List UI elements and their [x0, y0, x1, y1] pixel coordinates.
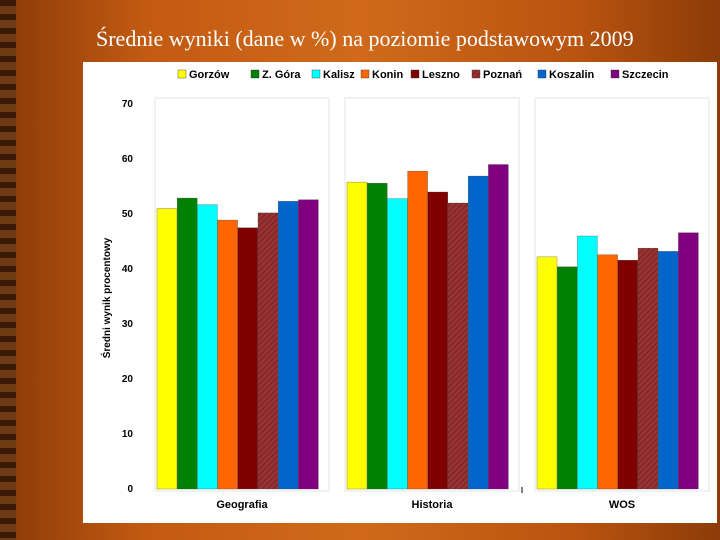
bar	[298, 199, 319, 490]
bar	[257, 212, 279, 490]
legend-label: Leszno	[422, 69, 460, 81]
bar	[427, 191, 448, 490]
film-strip-border	[0, 0, 16, 540]
bar	[617, 260, 638, 490]
bar	[177, 197, 198, 490]
bar	[536, 256, 558, 490]
x-category-label: WOS	[609, 499, 635, 511]
group-panel	[154, 97, 330, 492]
y-axis: 0 10 20 30 40 50 60 70	[122, 99, 134, 495]
y-tick-label: 50	[122, 209, 134, 220]
group-panel	[344, 97, 520, 492]
bars	[154, 97, 710, 492]
bar	[156, 208, 178, 490]
chart-panel: Gorzów Z. Góra Kalisz Konin Leszno Poznań Kosz…	[83, 62, 717, 523]
legend-label: Szczecin	[622, 69, 669, 81]
y-axis-label: Średni wynik procentowy	[100, 237, 113, 358]
y-tick-label: 60	[122, 154, 134, 165]
bar	[278, 201, 299, 490]
bar	[637, 247, 659, 490]
legend-label: Z. Góra	[262, 69, 301, 81]
legend-swatch	[610, 69, 620, 79]
legend-label: Gorzów	[189, 69, 230, 81]
bar	[447, 202, 469, 490]
legend-swatch	[471, 69, 481, 79]
x-category-label: Historia	[412, 499, 454, 511]
bar	[488, 164, 509, 490]
y-tick-label: 20	[122, 374, 134, 385]
y-tick-label: 70	[122, 99, 134, 110]
bar	[197, 204, 218, 490]
x-axis: Geografia Historia WOS	[216, 487, 635, 511]
bar	[346, 181, 368, 490]
bar	[407, 170, 428, 490]
bar	[237, 227, 258, 490]
bar	[678, 232, 699, 490]
bar-chart: Gorzów Z. Góra Kalisz Konin Leszno Poznań Kosz…	[100, 69, 710, 511]
y-tick-label: 0	[127, 484, 133, 495]
legend-label: Poznań	[483, 69, 522, 81]
legend-label: Kalisz	[323, 69, 355, 81]
legend-swatch	[311, 69, 321, 79]
bar	[367, 183, 388, 490]
legend-swatch	[250, 69, 260, 79]
group-panel	[534, 97, 710, 492]
slide-title: Średnie wyniki (dane w %) na poziomie po…	[96, 26, 634, 51]
legend-swatch	[360, 69, 370, 79]
bar	[597, 254, 618, 490]
legend-swatch	[537, 69, 547, 79]
bar	[387, 198, 408, 490]
bar	[658, 251, 679, 490]
bar	[557, 266, 578, 490]
bar	[577, 235, 598, 490]
y-tick-label: 30	[122, 319, 134, 330]
y-tick-label: 10	[122, 429, 134, 440]
legend-label: Koszalin	[549, 69, 595, 81]
legend-label: Konin	[372, 69, 403, 81]
x-category-label: Geografia	[216, 499, 268, 511]
y-tick-label: 40	[122, 264, 134, 275]
legend-swatch	[177, 69, 187, 79]
chart-legend: Gorzów Z. Góra Kalisz Konin Leszno Poznań Kosz…	[177, 69, 669, 81]
bar	[217, 219, 238, 490]
legend-swatch	[410, 69, 420, 79]
bar	[468, 175, 489, 490]
